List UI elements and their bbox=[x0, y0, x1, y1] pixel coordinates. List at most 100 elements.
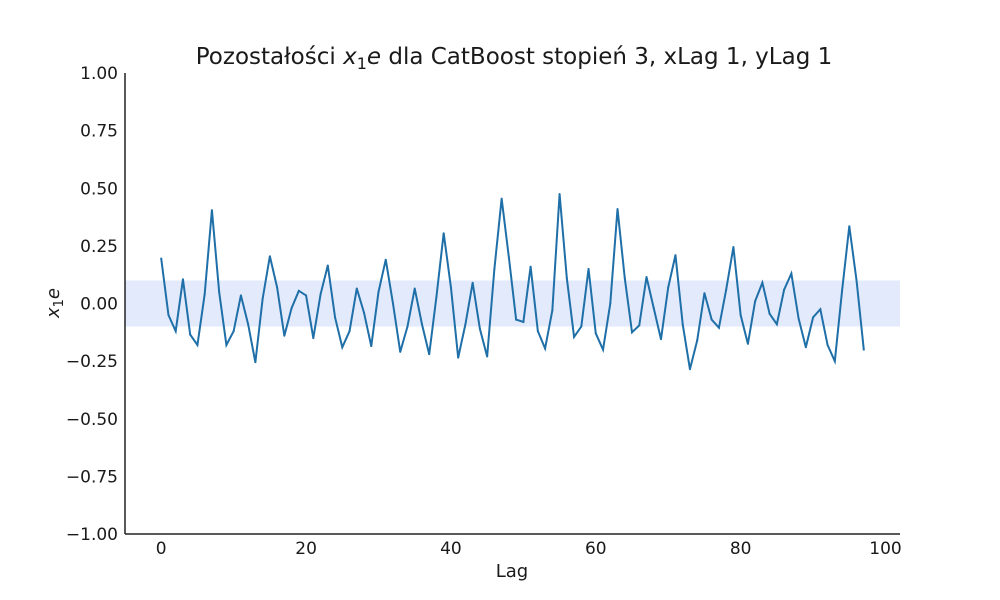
data-point bbox=[261, 297, 264, 300]
data-point bbox=[399, 350, 402, 353]
data-point bbox=[594, 332, 597, 335]
data-point bbox=[348, 330, 351, 333]
x-axis-label: Lag bbox=[496, 561, 528, 582]
data-point bbox=[449, 286, 452, 289]
data-point bbox=[536, 330, 539, 333]
data-point bbox=[377, 290, 380, 293]
data-point bbox=[203, 293, 206, 296]
y-axis-label: x1e bbox=[43, 288, 67, 319]
y-tick-label: −0.25 bbox=[66, 352, 118, 372]
data-point bbox=[652, 307, 655, 310]
data-point bbox=[290, 307, 293, 310]
title-variable-tail: e bbox=[367, 44, 381, 70]
data-point bbox=[529, 265, 532, 268]
data-point bbox=[406, 325, 409, 328]
data-point bbox=[210, 209, 213, 212]
data-point bbox=[457, 356, 460, 359]
data-point bbox=[783, 288, 786, 291]
data-point bbox=[717, 326, 720, 329]
data-point bbox=[218, 290, 221, 293]
x-tick-label: 60 bbox=[585, 539, 607, 559]
data-point bbox=[565, 277, 568, 280]
data-point bbox=[688, 368, 691, 371]
data-point bbox=[413, 287, 416, 290]
x-tick-label: 40 bbox=[440, 539, 462, 559]
data-point bbox=[247, 323, 250, 326]
data-point bbox=[196, 343, 199, 346]
data-point bbox=[232, 330, 235, 333]
data-point bbox=[616, 207, 619, 210]
data-point bbox=[326, 264, 329, 267]
data-point bbox=[174, 330, 177, 333]
title-variable: x bbox=[342, 44, 357, 70]
x-tick-label: 80 bbox=[730, 539, 752, 559]
data-point bbox=[739, 314, 742, 317]
data-point bbox=[746, 342, 749, 345]
data-point bbox=[667, 286, 670, 289]
y-tick-label: 0.50 bbox=[80, 179, 118, 199]
title-subscript: 1 bbox=[357, 54, 367, 73]
data-point bbox=[602, 348, 605, 351]
y-axis-variable-tail: e bbox=[43, 288, 64, 299]
data-point bbox=[841, 289, 844, 292]
data-point bbox=[609, 302, 612, 305]
data-point bbox=[268, 255, 271, 258]
data-point bbox=[160, 257, 163, 260]
data-point bbox=[391, 302, 394, 305]
data-point bbox=[442, 232, 445, 235]
y-tick-label: 0.75 bbox=[80, 122, 118, 142]
data-point bbox=[659, 338, 662, 341]
x-tick-label: 100 bbox=[869, 539, 901, 559]
data-point bbox=[623, 277, 626, 280]
x-tick-label: 0 bbox=[156, 539, 167, 559]
data-point bbox=[790, 272, 793, 275]
data-point bbox=[341, 346, 344, 349]
data-point bbox=[515, 318, 518, 321]
y-tick-label: −0.75 bbox=[66, 467, 118, 487]
data-point bbox=[775, 323, 778, 326]
data-point bbox=[189, 333, 192, 336]
data-point bbox=[239, 294, 242, 297]
data-point bbox=[580, 325, 583, 328]
data-point bbox=[334, 316, 337, 319]
title-prefix: Pozostałości bbox=[196, 44, 343, 70]
series-line bbox=[160, 193, 865, 370]
data-point bbox=[319, 293, 322, 296]
data-point bbox=[833, 360, 836, 363]
data-points bbox=[160, 193, 865, 371]
data-point bbox=[464, 323, 467, 326]
data-point bbox=[681, 323, 684, 326]
data-point bbox=[283, 334, 286, 337]
data-point bbox=[384, 258, 387, 261]
data-point bbox=[696, 339, 699, 342]
title-suffix: dla CatBoost stopień 3, xLag 1, yLag 1 bbox=[381, 44, 832, 70]
data-point bbox=[507, 256, 510, 259]
y-tick-label: 1.00 bbox=[80, 64, 118, 84]
data-point bbox=[493, 267, 496, 270]
data-point bbox=[486, 355, 489, 358]
data-point bbox=[797, 317, 800, 320]
y-axis-variable: x bbox=[43, 307, 64, 319]
x-tick-labels: 0 20 40 60 80 100 bbox=[156, 539, 902, 559]
data-point bbox=[587, 267, 590, 270]
chart-title: Pozostałości x1e dla CatBoost stopień 3,… bbox=[196, 44, 833, 73]
data-point bbox=[558, 193, 561, 196]
y-tick-label: 0.25 bbox=[80, 237, 118, 257]
data-point bbox=[631, 331, 634, 334]
data-point bbox=[862, 348, 865, 351]
data-point bbox=[478, 327, 481, 330]
data-point bbox=[225, 343, 228, 346]
data-point bbox=[420, 323, 423, 326]
y-tick-labels: 1.00 0.75 0.50 0.25 0.00 −0.25 −0.50 −0.75 −1.00 bbox=[66, 64, 118, 545]
data-point bbox=[573, 335, 576, 338]
data-point bbox=[297, 289, 300, 292]
y-tick-label: 0.00 bbox=[80, 295, 118, 315]
data-point bbox=[254, 361, 257, 364]
data-point bbox=[544, 347, 547, 350]
data-point bbox=[812, 316, 815, 319]
data-point bbox=[522, 320, 525, 323]
data-point bbox=[768, 312, 771, 315]
data-point bbox=[428, 353, 431, 356]
data-point bbox=[819, 308, 822, 311]
